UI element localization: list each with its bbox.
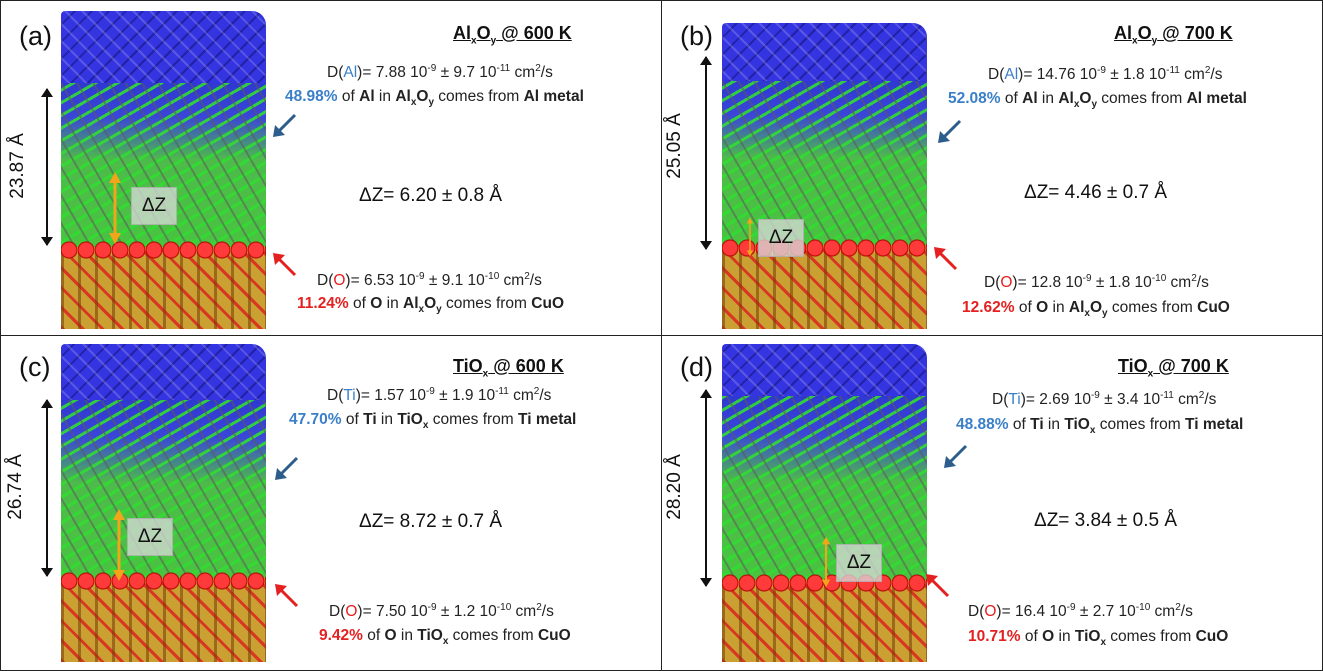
- panel-label: (c): [19, 352, 51, 382]
- panel-title: TiOx @ 600 K: [453, 356, 564, 380]
- dz-arrow: [109, 172, 121, 244]
- metal-fraction: 47.70% of Ti in TiOx comes from Ti metal: [289, 411, 577, 432]
- oxide-layer: [722, 396, 927, 586]
- height-label: 25.05 Å: [663, 113, 685, 179]
- panel-c: (c) 26.74 Å ΔZ TiOx @ 600 K D(Ti)= 1.57 …: [0, 335, 662, 671]
- panel-title: TiOx @ 700 K: [1118, 356, 1229, 380]
- metal-diffusion: D(Al)= 7.88 10-9 ± 9.7 10-11 cm2/s: [327, 63, 553, 82]
- metal-diffusion: D(Ti)= 2.69 10-9 ± 3.4 10-11 cm2/s: [992, 390, 1217, 409]
- panel-title: AlxOy @ 600 K: [453, 23, 572, 47]
- oxide-layer: [61, 400, 266, 584]
- dz-label-box: ΔZ: [758, 219, 804, 257]
- oxygen-diffusion: D(O)= 16.4 10-9 ± 2.7 10-10 cm2/s: [968, 602, 1193, 621]
- metal-slab: [61, 344, 266, 408]
- metal-slab: [722, 23, 927, 89]
- metal-pointer-arrow: [938, 119, 962, 143]
- oxygen-fraction: 10.71% of O in TiOx comes from CuO: [968, 628, 1229, 649]
- panel-a: (a) 23.87 Å ΔZ AlxOy @ 600 K D(Al)= 7.88…: [0, 0, 662, 336]
- oxygen-interface: [61, 239, 266, 261]
- oxygen-diffusion: D(O)= 12.8 10-9 ± 1.8 10-10 cm2/s: [984, 273, 1209, 292]
- oxygen-fraction: 9.42% of O in TiOx comes from CuO: [319, 627, 571, 648]
- metal-fraction: 48.88% of Ti in TiOx comes from Ti metal: [956, 416, 1244, 437]
- metal-pointer-arrow: [275, 456, 299, 480]
- oxygen-diffusion: D(O)= 6.53 10-9 ± 9.1 10-10 cm2/s: [317, 271, 542, 290]
- molecular-snapshot: ΔZ: [722, 23, 927, 329]
- dz-value: ΔZ= 6.20 ± 0.8 Å: [359, 185, 503, 206]
- metal-slab: [61, 11, 266, 93]
- metal-fraction: 52.08% of Al in AlxOy comes from Al meta…: [948, 90, 1247, 111]
- dz-value: ΔZ= 3.84 ± 0.5 Å: [1034, 510, 1178, 531]
- oxygen-pointer-arrow: [926, 574, 950, 598]
- oxygen-pointer-arrow: [275, 584, 299, 608]
- metal-pointer-arrow: [944, 444, 968, 468]
- oxygen-interface: [61, 570, 266, 592]
- oxygen-fraction: 12.62% of O in AlxOy comes from CuO: [962, 299, 1230, 320]
- height-label: 23.87 Å: [6, 133, 28, 199]
- dz-arrow: [746, 217, 754, 257]
- panel-label: (d): [680, 352, 713, 382]
- height-label: 28.20 Å: [663, 454, 685, 520]
- dz-arrow: [113, 509, 125, 581]
- dz-label-box: ΔZ: [127, 518, 173, 556]
- panel-label: (b): [680, 21, 713, 51]
- oxide-layer: [722, 81, 927, 251]
- dz-label-box: ΔZ: [836, 544, 882, 582]
- dz-arrow: [821, 536, 831, 588]
- metal-diffusion: D(Al)= 14.76 10-9 ± 1.8 10-11 cm2/s: [988, 65, 1223, 84]
- oxide-layer: [61, 83, 266, 253]
- oxygen-pointer-arrow: [273, 253, 297, 277]
- panel-label: (a): [19, 21, 52, 51]
- height-arrow: [39, 398, 55, 578]
- height-arrow: [698, 388, 714, 588]
- oxygen-diffusion: D(O)= 7.50 10-9 ± 1.2 10-10 cm2/s: [329, 602, 554, 621]
- metal-fraction: 48.98% of Al in AlxOy comes from Al meta…: [285, 88, 584, 109]
- height-arrow: [39, 87, 55, 247]
- dz-value: ΔZ= 4.46 ± 0.7 Å: [1024, 182, 1168, 203]
- panel-b: (b) 25.05 Å ΔZ AlxOy @ 700 K D(Al)= 14.7…: [661, 0, 1323, 336]
- molecular-snapshot: ΔZ: [61, 344, 266, 662]
- metal-diffusion: D(Ti)= 1.57 10-9 ± 1.9 10-11 cm2/s: [327, 386, 552, 405]
- molecular-snapshot: ΔZ: [61, 11, 266, 329]
- panel-d: (d) 28.20 Å ΔZ TiOx @ 700 K D(Ti)= 2.69 …: [661, 335, 1323, 671]
- molecular-snapshot: ΔZ: [722, 344, 927, 662]
- cuo-slab: [61, 578, 266, 662]
- metal-slab: [722, 344, 927, 404]
- oxygen-fraction: 11.24% of O in AlxOy comes from CuO: [297, 295, 564, 316]
- oxygen-pointer-arrow: [934, 247, 958, 271]
- panel-title: AlxOy @ 700 K: [1114, 23, 1233, 47]
- dz-label-box: ΔZ: [131, 187, 177, 225]
- metal-pointer-arrow: [273, 113, 297, 137]
- height-label: 26.74 Å: [4, 454, 26, 520]
- height-arrow: [698, 55, 714, 251]
- cuo-slab: [722, 245, 927, 329]
- dz-value: ΔZ= 8.72 ± 0.7 Å: [359, 511, 503, 532]
